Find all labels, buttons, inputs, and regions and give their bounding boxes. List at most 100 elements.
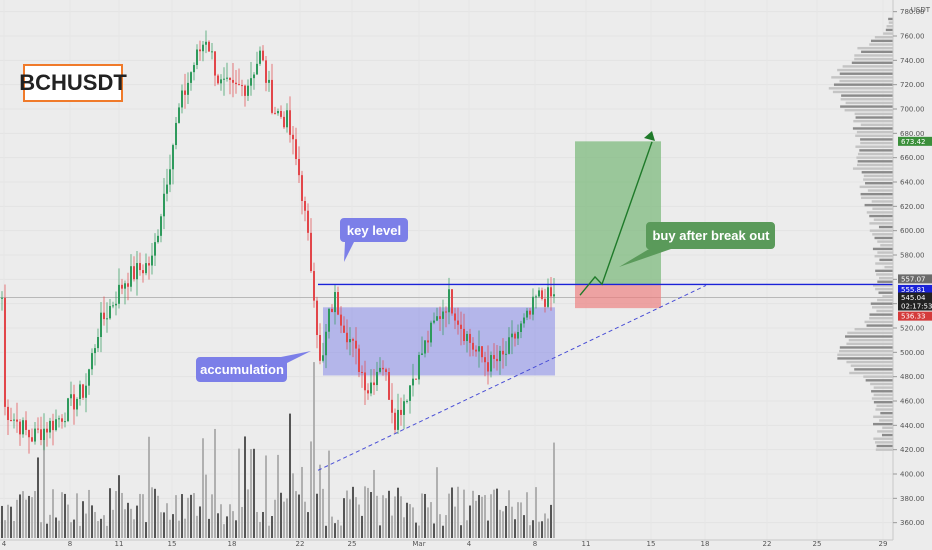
candle <box>295 139 297 160</box>
x-tick-label: 8 <box>533 540 537 548</box>
candle <box>310 232 312 272</box>
volume-bar <box>397 487 399 538</box>
volume-bar <box>130 508 132 538</box>
volume-bar <box>85 513 87 538</box>
volume-profile-bar <box>840 105 893 108</box>
volume-profile-bar <box>837 357 893 360</box>
y-tick-label: 740.00 <box>900 57 925 65</box>
volume-bar <box>547 518 549 538</box>
candle <box>553 294 555 297</box>
candle <box>298 159 300 176</box>
candle <box>403 401 405 415</box>
candle <box>478 346 480 352</box>
volume-bar <box>370 492 372 538</box>
y-tick-label: 380.00 <box>900 495 925 503</box>
volume-profile-bar <box>846 342 893 346</box>
candle <box>304 201 306 211</box>
volume-profile-bar <box>874 36 893 39</box>
candle <box>322 355 324 361</box>
volume-profile-bar <box>874 255 893 258</box>
x-tick-label: 4 <box>2 540 7 548</box>
volume-profile-bar <box>844 109 893 112</box>
x-tick-label: 15 <box>168 540 177 548</box>
candle <box>514 333 516 339</box>
candle <box>238 84 240 86</box>
candle <box>88 369 90 386</box>
volume-profile-bar <box>846 360 893 364</box>
volume-profile-bar <box>853 119 893 123</box>
volume-profile-bar <box>877 430 893 433</box>
candle <box>433 320 435 323</box>
volume-bar <box>496 488 498 538</box>
volume-bar <box>319 464 321 538</box>
candle <box>487 362 489 372</box>
candle <box>25 420 27 430</box>
candle <box>475 349 477 352</box>
volume-profile-bar <box>861 171 893 174</box>
volume-profile-bar <box>875 408 893 411</box>
candle <box>64 421 66 423</box>
volume-bar <box>301 466 303 538</box>
volume-bar <box>19 494 21 538</box>
volume-bar <box>361 515 363 538</box>
candle <box>415 378 417 380</box>
candle <box>199 49 201 52</box>
candle <box>133 266 135 280</box>
volume-profile-bar <box>860 123 893 127</box>
x-tick-label: 11 <box>582 540 591 548</box>
candle <box>379 367 381 372</box>
candle <box>397 409 399 430</box>
candle <box>421 353 423 355</box>
volume-bar <box>505 505 507 538</box>
volume-bar <box>469 505 471 538</box>
time-axis[interactable]: 4 8 11 15 18 22 25 Mar 4 8 11 15 18 22 25 29 <box>0 539 893 548</box>
y-tick-label: 580.00 <box>900 252 925 260</box>
key-level-price-label-bg <box>898 284 932 294</box>
volume-profile-bar <box>842 65 893 68</box>
volume-bar <box>13 521 15 538</box>
volume-profile-bar <box>879 419 893 422</box>
candle <box>355 340 357 349</box>
candle <box>505 353 507 355</box>
volume-bar <box>229 504 231 538</box>
candle <box>229 77 231 80</box>
volume-profile-bar <box>880 411 893 415</box>
candle <box>538 290 540 297</box>
candle <box>58 418 60 420</box>
volume-bar <box>115 491 117 538</box>
volume-bar <box>223 524 225 538</box>
candle <box>352 339 354 341</box>
candle <box>541 290 543 299</box>
price-axis[interactable]: 360.00 380.00 400.00 420.00 440.00 460.00 480.… <box>892 0 932 540</box>
candle <box>28 429 30 438</box>
volume-profile-bar <box>865 379 893 382</box>
volume-bar <box>193 493 195 538</box>
volume-profile-bar <box>828 87 893 90</box>
candle <box>496 358 498 362</box>
candle <box>301 175 303 202</box>
volume-bar <box>256 512 258 538</box>
candle <box>457 320 459 325</box>
volume-bar <box>406 502 408 538</box>
volume-bar <box>388 490 390 538</box>
stop-price-label-bg <box>898 311 932 321</box>
candle <box>520 323 522 333</box>
candle <box>370 382 372 394</box>
volume-bar <box>343 498 345 538</box>
volume-bar <box>175 495 177 538</box>
volume-bar <box>148 436 150 538</box>
volume-profile-bar <box>871 306 893 309</box>
volume-bar <box>22 491 24 538</box>
y-tick-label: 780.00 <box>900 8 925 16</box>
x-tick-label: 8 <box>68 540 72 548</box>
candle <box>376 371 378 386</box>
volume-profile-bar <box>859 185 893 189</box>
volume-bar <box>532 520 534 538</box>
annotation-lines <box>317 131 893 471</box>
candle <box>382 367 384 370</box>
last-price-label: 545.04 <box>901 294 926 302</box>
candle <box>97 337 99 349</box>
candle <box>163 193 165 217</box>
volume-bar <box>472 490 474 538</box>
